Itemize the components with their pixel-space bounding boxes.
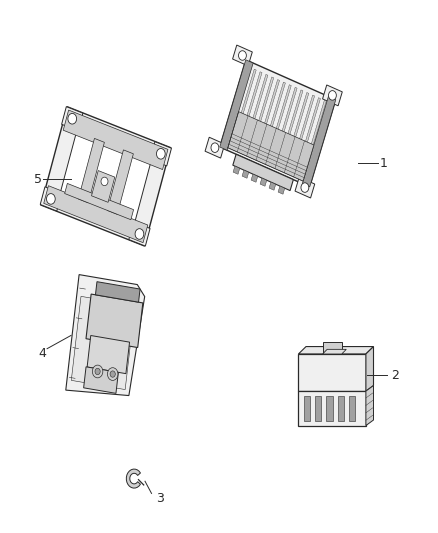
- Polygon shape: [78, 139, 104, 203]
- Polygon shape: [366, 346, 374, 391]
- Polygon shape: [243, 75, 268, 152]
- Polygon shape: [84, 367, 118, 393]
- Circle shape: [46, 193, 55, 204]
- Circle shape: [110, 371, 115, 377]
- Polygon shape: [322, 349, 346, 354]
- Polygon shape: [278, 186, 285, 194]
- Polygon shape: [254, 79, 279, 158]
- Polygon shape: [220, 60, 253, 150]
- Polygon shape: [326, 397, 332, 421]
- Polygon shape: [242, 170, 249, 178]
- Text: 1: 1: [380, 157, 388, 169]
- Polygon shape: [44, 185, 148, 243]
- Polygon shape: [301, 100, 326, 179]
- Polygon shape: [233, 45, 252, 66]
- Polygon shape: [338, 397, 344, 421]
- Polygon shape: [205, 137, 225, 158]
- Circle shape: [328, 91, 336, 100]
- Polygon shape: [86, 294, 143, 348]
- Polygon shape: [304, 397, 310, 421]
- Polygon shape: [228, 111, 314, 181]
- Circle shape: [135, 229, 144, 239]
- Polygon shape: [129, 222, 150, 246]
- Polygon shape: [231, 69, 256, 147]
- Polygon shape: [290, 95, 314, 173]
- Polygon shape: [237, 72, 262, 150]
- Polygon shape: [251, 174, 258, 182]
- Polygon shape: [71, 296, 135, 390]
- Circle shape: [211, 143, 219, 152]
- Polygon shape: [322, 85, 342, 106]
- Polygon shape: [107, 150, 133, 214]
- Polygon shape: [284, 93, 309, 171]
- Polygon shape: [233, 154, 293, 191]
- Polygon shape: [295, 177, 315, 198]
- Polygon shape: [41, 107, 171, 246]
- Polygon shape: [298, 391, 366, 425]
- Polygon shape: [269, 182, 276, 190]
- Polygon shape: [249, 77, 274, 155]
- Polygon shape: [60, 129, 152, 224]
- Circle shape: [107, 368, 118, 381]
- Circle shape: [68, 114, 77, 124]
- Polygon shape: [62, 107, 83, 131]
- Polygon shape: [315, 397, 321, 421]
- Polygon shape: [225, 67, 251, 144]
- Polygon shape: [92, 171, 115, 203]
- Polygon shape: [66, 274, 145, 395]
- Polygon shape: [260, 82, 286, 160]
- Polygon shape: [87, 335, 130, 374]
- Circle shape: [92, 365, 103, 378]
- Polygon shape: [272, 87, 297, 165]
- Circle shape: [156, 149, 165, 159]
- Polygon shape: [302, 96, 336, 187]
- Polygon shape: [298, 346, 374, 354]
- Polygon shape: [296, 98, 321, 176]
- Text: 4: 4: [39, 348, 46, 360]
- Circle shape: [239, 51, 246, 60]
- Text: 2: 2: [391, 369, 399, 382]
- Circle shape: [95, 368, 100, 375]
- Polygon shape: [366, 385, 374, 425]
- Polygon shape: [266, 85, 291, 163]
- Polygon shape: [260, 178, 267, 186]
- Polygon shape: [65, 183, 134, 220]
- Polygon shape: [40, 187, 61, 211]
- Circle shape: [101, 177, 108, 185]
- Text: 5: 5: [34, 173, 42, 185]
- Polygon shape: [95, 281, 140, 302]
- Polygon shape: [233, 166, 240, 174]
- Polygon shape: [220, 60, 336, 187]
- Circle shape: [301, 183, 309, 192]
- Polygon shape: [278, 90, 303, 168]
- Polygon shape: [298, 354, 366, 391]
- Polygon shape: [127, 469, 141, 488]
- Polygon shape: [322, 342, 342, 354]
- Polygon shape: [150, 142, 171, 166]
- Text: 3: 3: [156, 492, 164, 505]
- Polygon shape: [63, 110, 168, 169]
- Polygon shape: [349, 397, 355, 421]
